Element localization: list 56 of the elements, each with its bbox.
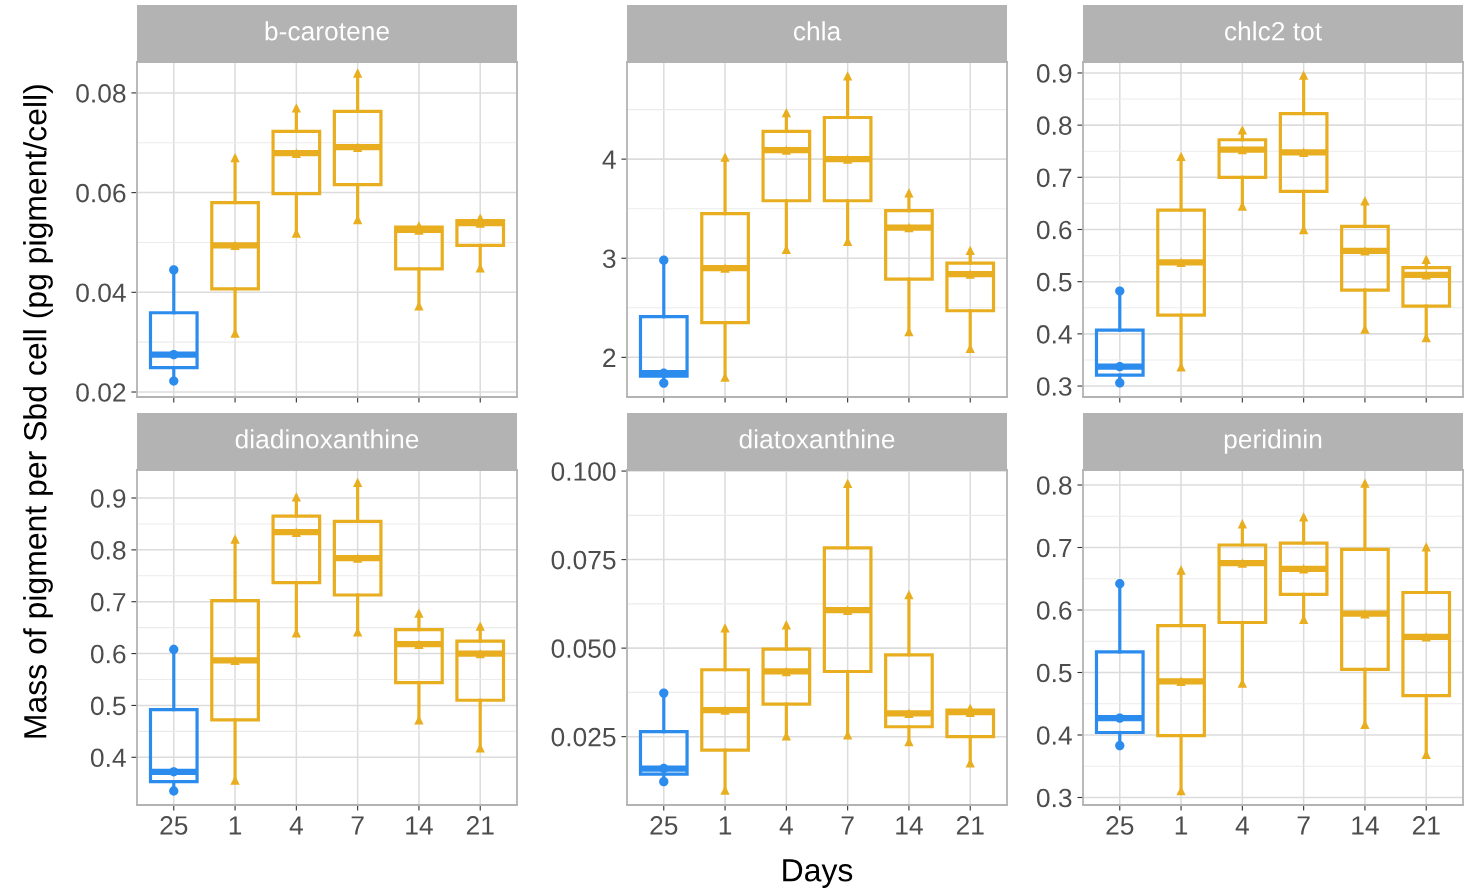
y-tick-label: 0.5 <box>1036 663 1072 683</box>
y-tick-label: 0.025 <box>551 727 616 747</box>
x-tick-label: 4 <box>1235 816 1249 835</box>
y-tick-label: 0.6 <box>1036 601 1072 620</box>
y-tick-label: 0.02 <box>76 383 126 402</box>
y-tick-label: 0.8 <box>1036 116 1072 135</box>
y-tick-label: 0.4 <box>1036 726 1072 745</box>
y-tick-label: 0.6 <box>90 644 126 664</box>
chart-title: chlc2 tot <box>1224 21 1322 41</box>
y-tick-label: 0.100 <box>551 462 616 481</box>
y-tick-label: 0.075 <box>551 550 616 570</box>
y-tick-label: 0.050 <box>551 639 616 658</box>
chart-title: chla <box>793 21 842 41</box>
x-tick-label: 1 <box>229 816 242 835</box>
x-tick-label: 7 <box>351 816 364 835</box>
x-tick-label: 14 <box>406 816 433 835</box>
chart-title: peridinin <box>1224 429 1322 454</box>
y-tick-label: 3 <box>602 249 616 269</box>
x-tick-label: 25 <box>1106 816 1134 835</box>
x-tick-label: 1 <box>1175 816 1188 835</box>
y-axis-title: Mass of pigment per Sbd cell (pg pigment/cell) <box>23 85 53 738</box>
y-tick-label: 0.4 <box>90 748 126 768</box>
x-axis-title: Days <box>783 859 853 888</box>
x-tick-label: 1 <box>719 816 732 835</box>
x-tick-label: 4 <box>289 816 303 835</box>
x-tick-label: 21 <box>1412 816 1440 835</box>
chart-title: diadinoxanthine <box>235 429 419 449</box>
y-tick-label: 4 <box>602 150 616 169</box>
x-tick-label: 14 <box>896 816 923 835</box>
x-tick-label: 21 <box>956 816 984 835</box>
y-tick-label: 0.7 <box>1036 168 1072 188</box>
y-tick-label: 0.5 <box>90 696 126 716</box>
y-tick-label: 0.5 <box>1036 272 1072 292</box>
x-tick-label: 7 <box>1297 816 1310 835</box>
y-tick-label: 0.3 <box>1036 788 1072 808</box>
y-tick-label: 2 <box>603 348 616 367</box>
x-tick-label: 25 <box>160 816 188 835</box>
y-tick-label: 0.08 <box>76 84 126 103</box>
x-tick-label: 25 <box>650 816 678 835</box>
y-tick-label: 0.3 <box>1036 377 1072 396</box>
y-tick-label: 0.06 <box>76 183 126 203</box>
x-tick-label: 21 <box>466 816 494 835</box>
y-tick-label: 0.7 <box>90 592 126 612</box>
y-tick-label: 0.9 <box>90 489 126 508</box>
y-tick-label: 0.7 <box>1036 538 1072 558</box>
y-tick-label: 0.8 <box>90 541 126 560</box>
y-tick-label: 0.4 <box>1036 325 1072 344</box>
x-tick-label: 4 <box>779 816 793 835</box>
y-tick-label: 0.9 <box>1036 64 1072 83</box>
x-tick-label: 14 <box>1352 816 1379 835</box>
y-tick-label: 0.8 <box>1036 476 1072 495</box>
y-tick-label: 0.6 <box>1036 220 1072 240</box>
y-tick-label: 0.04 <box>76 283 126 303</box>
chart-title: b-carotene <box>265 21 389 41</box>
chart-title: diatoxanthine <box>739 429 895 449</box>
x-tick-label: 7 <box>841 816 854 835</box>
